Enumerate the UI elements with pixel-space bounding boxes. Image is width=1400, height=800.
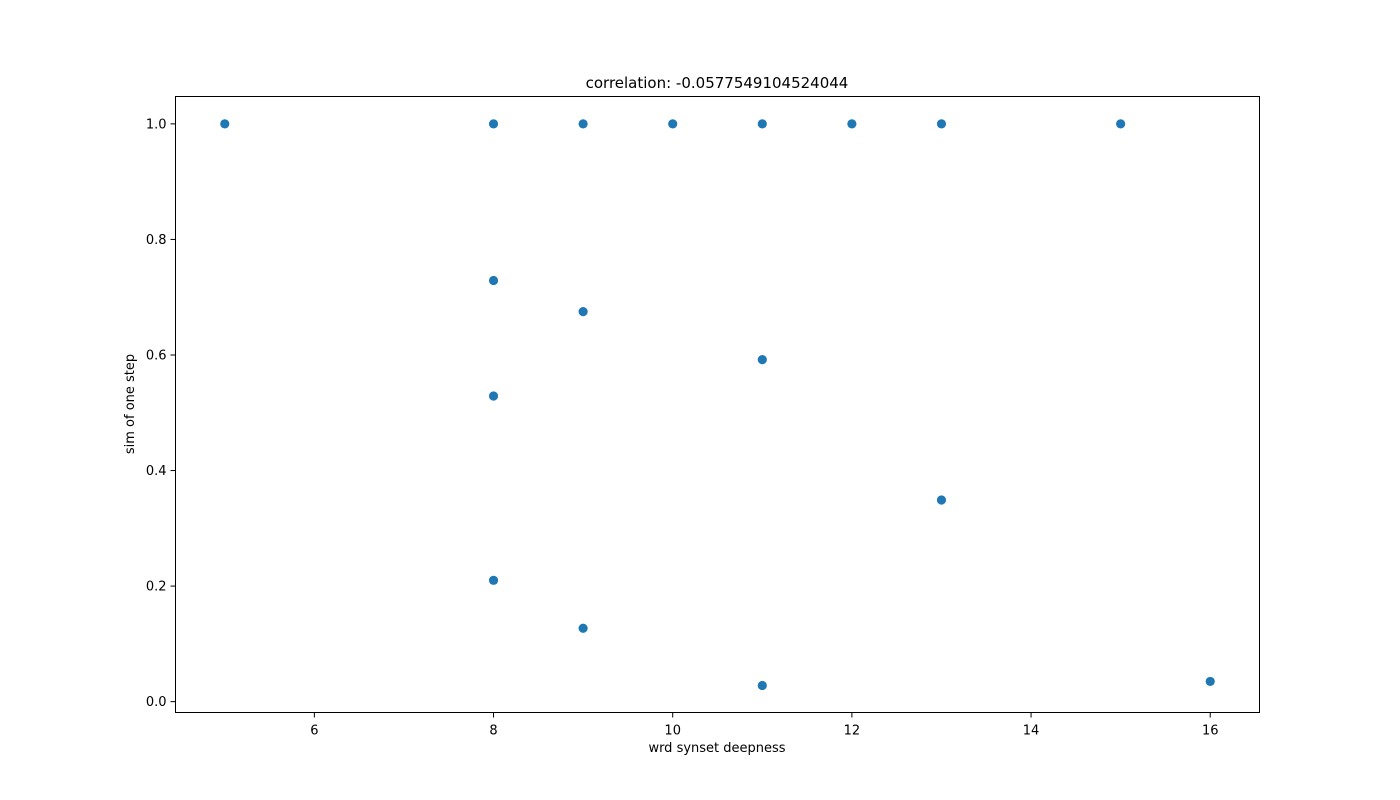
y-tick-label: 0.6	[146, 348, 167, 363]
scatter-points	[220, 119, 1215, 691]
y-tick-label: 0.4	[146, 464, 167, 479]
y-tick-label: 0.2	[146, 580, 167, 595]
x-axis-label: wrd synset deepness	[648, 741, 785, 756]
x-tick-label: 6	[310, 724, 318, 739]
scatter-point	[668, 119, 678, 129]
y-axis-label: sim of one step	[123, 354, 138, 454]
y-tick-label: 1.0	[146, 117, 167, 132]
scatter-point	[488, 275, 499, 286]
scatter-point	[488, 119, 499, 129]
scatter-point	[936, 495, 947, 505]
scatter-point	[488, 575, 499, 585]
x-tick-label: 12	[844, 724, 861, 739]
y-tick-label: 0.8	[146, 233, 167, 248]
x-axis-ticks: 6 8 10 12 14 16	[310, 712, 1219, 739]
scatter-point	[578, 119, 588, 129]
scatter-point	[488, 391, 499, 401]
x-tick-label: 10	[664, 724, 681, 739]
scatter-point	[578, 307, 588, 317]
y-tick-label: 0.0	[146, 695, 167, 710]
scatter-point	[757, 680, 767, 691]
scatter-point	[220, 119, 230, 129]
y-axis-ticks: 0.0 0.2 0.4 0.6 0.8 1.0	[146, 117, 176, 710]
scatter-point	[578, 623, 588, 633]
scatter-point	[757, 119, 767, 129]
plot-frame	[175, 96, 1260, 713]
x-tick-label: 8	[489, 724, 497, 739]
scatter-point	[847, 119, 857, 129]
x-tick-label: 16	[1202, 724, 1219, 739]
scatter-point	[1205, 676, 1215, 687]
scatter-point	[936, 119, 947, 129]
scatter-point	[1116, 119, 1126, 129]
chart-title: correlation: -0.0577549104524044	[586, 74, 849, 92]
scatter-point	[757, 355, 767, 365]
x-tick-label: 14	[1023, 724, 1040, 739]
